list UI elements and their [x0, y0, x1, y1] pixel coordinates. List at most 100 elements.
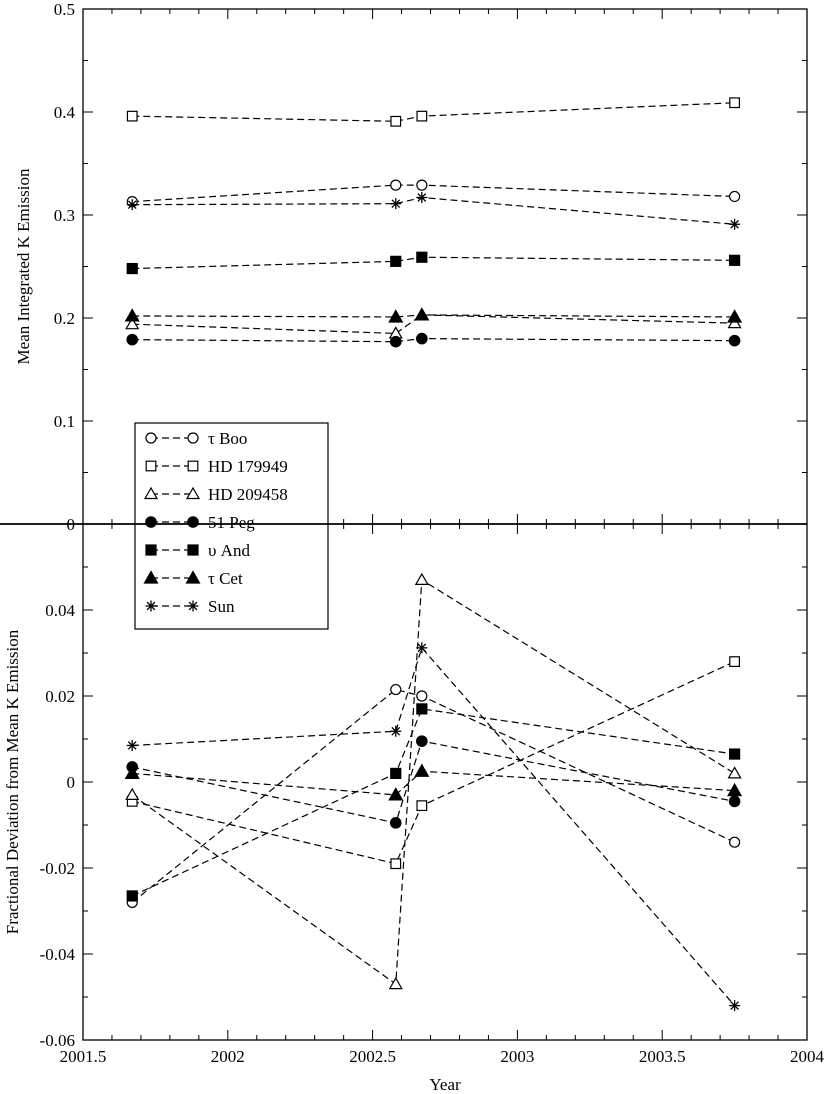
- marker-shape: [145, 460, 157, 472]
- marker-shape: [145, 432, 157, 444]
- marker-shape: [728, 254, 741, 266]
- marker-shape: [728, 836, 741, 848]
- marker-shape: [416, 110, 428, 122]
- bottom-point-sun: [390, 725, 402, 737]
- legend-label: HD 179949: [208, 457, 288, 476]
- marker-shape: [388, 787, 404, 801]
- top-point-boo: [728, 190, 741, 203]
- bottom-series-line-hd-209458: [131, 578, 735, 986]
- top-point-hd-179949: [729, 97, 740, 109]
- legend-label: Sun: [208, 597, 235, 616]
- marker-shape: [185, 570, 201, 584]
- top-series-line-hd-179949: [132, 102, 735, 122]
- marker-shape: [416, 690, 428, 702]
- top-point-sun: [126, 199, 138, 211]
- bottom-point-cet: [124, 765, 140, 780]
- top-point-sun: [416, 191, 428, 203]
- bottom-series-line-cet: [132, 770, 735, 796]
- bottom-point-sun: [126, 739, 138, 751]
- legend-marker: [187, 544, 199, 556]
- marker-shape: [727, 766, 742, 779]
- bottom-point-and: [416, 703, 428, 715]
- marker-shape: [414, 572, 429, 586]
- legend: τ Boo HD 179949 HD 209458 51 Peg υ And τ Cet S…: [134, 422, 329, 630]
- legend-marker: [143, 486, 159, 500]
- marker-shape: [416, 735, 428, 747]
- marker-shape: [390, 683, 402, 696]
- top-point-hd-209458: [125, 316, 140, 330]
- bottom-point-cet: [727, 782, 743, 797]
- legend-marker: [145, 432, 157, 444]
- legend-marker: [187, 516, 199, 528]
- top-series-line-sun: [132, 196, 735, 225]
- bottom-series-line-51-peg: [132, 740, 735, 824]
- top-point-cet: [124, 308, 140, 322]
- top-series-line-51-peg: [132, 337, 735, 343]
- marker-shape: [390, 858, 402, 870]
- marker-shape: [126, 333, 139, 346]
- legend-marker: [187, 432, 199, 444]
- bottom-panel: 0.02 0.04 -0.06 -0.04 -0.02 0 2001.5 2002 2002.5…: [3, 523, 825, 1094]
- x-tick-label: 2002: [211, 1047, 245, 1066]
- top-point-cet: [727, 309, 743, 323]
- top-point-hd-179949: [126, 110, 138, 122]
- marker-shape: [727, 309, 743, 323]
- marker-shape: [126, 110, 138, 122]
- bottom-point-51-peg: [728, 795, 741, 808]
- marker-shape: [729, 656, 740, 667]
- top-point-and: [126, 262, 138, 275]
- marker-shape: [185, 486, 201, 500]
- top-point-boo: [416, 179, 428, 191]
- marker-shape: [416, 800, 428, 812]
- bottom-point-and: [126, 890, 138, 902]
- bottom-point-51-peg: [416, 735, 428, 747]
- marker-shape: [727, 782, 743, 797]
- marker-shape: [728, 334, 741, 347]
- x-tick-label: 2002.5: [349, 1047, 396, 1066]
- top-y-axis-title: Mean Integrated K Emission: [14, 168, 33, 364]
- top-point-hd-179949: [390, 115, 402, 127]
- marker-shape: [388, 976, 403, 990]
- bottom-point-hd-209458: [388, 976, 403, 990]
- bottom-point-cet: [414, 763, 430, 777]
- marker-shape: [187, 432, 199, 444]
- bottom-y-tick-label: 0.02: [45, 687, 75, 706]
- top-series-line-hd-209458: [132, 314, 735, 335]
- marker-shape: [414, 307, 430, 321]
- x-axis-title: Year: [429, 1075, 461, 1094]
- bottom-y-tick-label: 0.04: [45, 601, 75, 620]
- bottom-series-line-sun: [132, 646, 736, 1006]
- bottom-point-cet: [388, 787, 404, 801]
- marker-shape: [187, 460, 199, 472]
- top-point-and: [728, 254, 741, 266]
- legend-marker: [187, 460, 199, 472]
- top-point-51-peg: [126, 333, 139, 346]
- bottom-point-hd-209458: [727, 766, 742, 779]
- bottom-point-hd-209458: [414, 572, 429, 586]
- legend-label: τ Cet: [208, 569, 243, 588]
- top-y-tick-label: 0.2: [54, 309, 75, 328]
- top-series-line-cet: [132, 314, 735, 318]
- top-point-51-peg: [416, 332, 428, 345]
- bottom-point-boo: [416, 690, 428, 702]
- marker-shape: [728, 190, 741, 203]
- marker-shape: [390, 255, 402, 267]
- marker-shape: [391, 726, 401, 736]
- marker-shape: [125, 787, 140, 801]
- bottom-point-hd-179949: [416, 800, 428, 812]
- marker-shape: [388, 309, 404, 323]
- x-tick-label: 2004: [790, 1047, 825, 1066]
- top-y-tick-label: 0.5: [54, 0, 75, 19]
- marker-shape: [390, 115, 402, 127]
- bottom-y-tick-label: 0: [67, 773, 76, 792]
- bottom-point-hd-179949: [729, 656, 740, 667]
- marker-shape: [730, 219, 739, 229]
- bottom-point-sun: [729, 1000, 741, 1012]
- marker-shape: [730, 1001, 739, 1010]
- legend-label: HD 209458: [208, 485, 288, 504]
- legend-label: υ And: [208, 541, 250, 560]
- marker-shape: [416, 179, 428, 191]
- top-point-cet: [388, 309, 404, 323]
- bottom-point-hd-179949: [390, 858, 402, 870]
